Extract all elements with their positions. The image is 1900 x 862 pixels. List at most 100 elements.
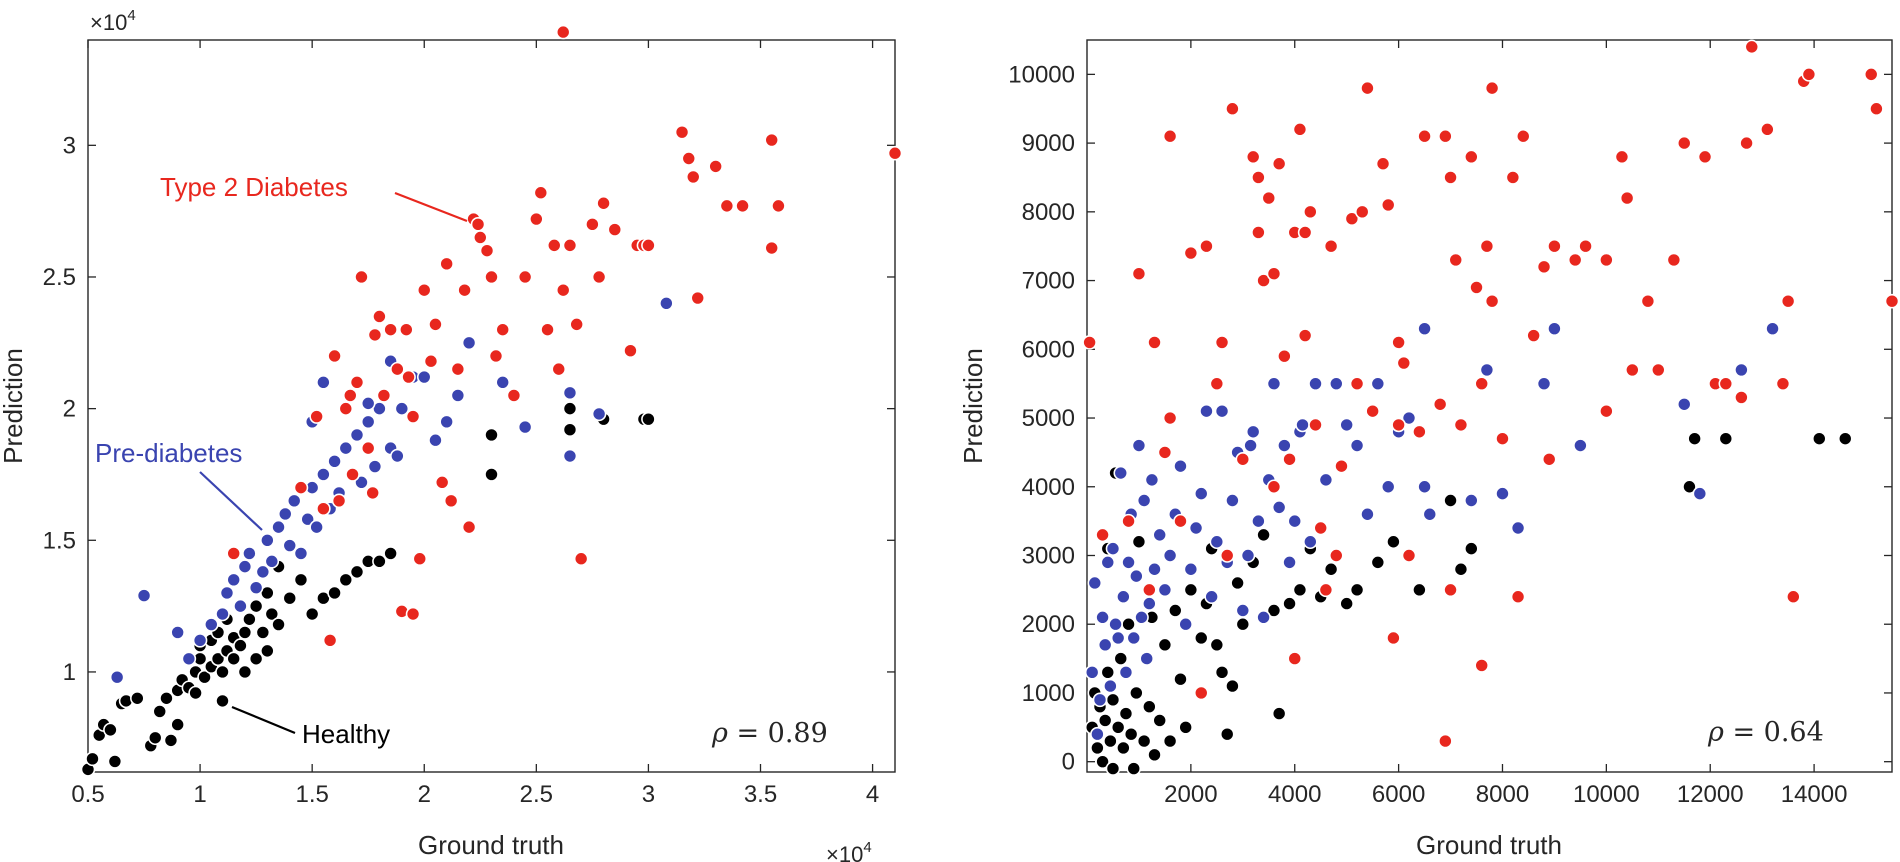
right-point-type-2-diabetes (1744, 39, 1760, 55)
right-point-pre-diabetes (1235, 603, 1251, 618)
right-point-healthy (1837, 431, 1853, 446)
right-point-pre-diabetes (1110, 630, 1126, 646)
right-point-type-2-diabetes (1599, 403, 1614, 419)
right-point-pre-diabetes (1225, 493, 1240, 508)
left-point-healthy (264, 606, 280, 622)
right-point-pre-diabetes (1113, 465, 1129, 481)
right-point-healthy (1219, 726, 1235, 742)
left-point-type-2-diabetes (322, 633, 338, 648)
left-point-type-2-diabetes (338, 401, 354, 416)
right-point-type-2-diabetes (1676, 135, 1692, 151)
right-point-pre-diabetes (1692, 486, 1708, 501)
annotation-type2-diabetes: Type 2 Diabetes (160, 172, 348, 202)
right-point-type-2-diabetes (1214, 335, 1230, 350)
left-point-type-2-diabetes (309, 409, 324, 424)
right-point-healthy (1123, 726, 1139, 742)
right-point-type-2-diabetes (1510, 589, 1526, 605)
right-point-type-2-diabetes (1334, 458, 1349, 474)
left-point-healthy (130, 690, 145, 706)
right-point-type-2-diabetes (1453, 417, 1469, 433)
left-point-pre-diabetes (260, 532, 275, 548)
right-point-type-2-diabetes (1162, 128, 1178, 144)
right-point-type-2-diabetes (1495, 431, 1510, 446)
right-point-type-2-diabetes (1443, 582, 1458, 598)
right-point-healthy (1386, 534, 1401, 550)
right-point-type-2-diabetes (1505, 170, 1521, 185)
right-point-healthy (1147, 747, 1162, 763)
left-point-type-2-diabetes (376, 388, 392, 403)
right-point-type-2-diabetes (1303, 204, 1318, 220)
left-point-pre-diabetes (248, 580, 264, 595)
right-point-healthy (1230, 575, 1245, 591)
left-point-type-2-diabetes (887, 145, 903, 161)
right-point-type-2-diabetes (1173, 513, 1188, 529)
right-point-type-2-diabetes (1121, 513, 1136, 529)
right-point-pre-diabetes (1129, 568, 1144, 584)
right-x-tick-label: 2000 (1164, 781, 1217, 808)
left-point-type-2-diabetes (562, 238, 578, 253)
annotation-healthy: Healthy (302, 719, 390, 749)
left-point-type-2-diabetes (533, 185, 549, 201)
left-point-type-2-diabetes (546, 238, 562, 253)
left-point-type-2-diabetes (771, 198, 786, 214)
right-point-pre-diabetes (1417, 479, 1432, 495)
right-point-pre-diabetes (1240, 548, 1256, 563)
left-point-type-2-diabetes (764, 132, 780, 148)
right-point-type-2-diabetes (1884, 293, 1900, 309)
right-point-pre-diabetes (1126, 630, 1142, 646)
left-point-pre-diabetes (562, 448, 578, 464)
left-point-type-2-diabetes (365, 485, 380, 501)
left-x-multiplier: ×104 (826, 839, 872, 862)
right-point-type-2-diabetes (1082, 335, 1097, 350)
right-point-type-2-diabetes (1536, 259, 1552, 275)
right-point-pre-diabetes (1277, 438, 1292, 453)
left-point-pre-diabetes (277, 506, 293, 522)
right-y-tick-label: 5000 (1022, 405, 1075, 432)
left-point-type-2-diabetes (551, 361, 567, 377)
left-point-healthy (85, 751, 100, 767)
right-point-pre-diabetes (1245, 424, 1261, 440)
right-point-type-2-diabetes (1386, 630, 1401, 646)
right-point-type-2-diabetes (1640, 293, 1656, 309)
left-point-healthy (383, 546, 398, 561)
right-x-axis-label: Ground truth (1416, 830, 1562, 860)
right-point-pre-diabetes (1100, 555, 1116, 570)
right-point-pre-diabetes (1318, 472, 1334, 488)
left-point-pre-diabetes (390, 448, 405, 464)
right-y-tick-label: 3000 (1022, 542, 1075, 569)
right-y-tick-label: 6000 (1022, 336, 1075, 363)
right-point-type-2-diabetes (1448, 252, 1464, 268)
right-point-healthy (1105, 692, 1121, 708)
right-point-pre-diabetes (1380, 479, 1396, 495)
left-point-pre-diabetes (242, 546, 257, 561)
right-point-healthy (1453, 561, 1469, 577)
left-y-tick-label: 3 (63, 132, 76, 159)
right-point-pre-diabetes (1199, 403, 1214, 419)
right-point-type-2-diabetes (1567, 252, 1583, 268)
left-point-healthy (248, 651, 264, 667)
right-y-tick-label: 9000 (1022, 130, 1075, 157)
right-point-pre-diabetes (1084, 665, 1100, 680)
right-point-healthy (1323, 561, 1339, 577)
right-y-tick-label: 1000 (1022, 680, 1075, 707)
right-point-pre-diabetes (1479, 362, 1495, 378)
left-point-pre-diabetes (271, 519, 286, 535)
right-point-healthy (1214, 665, 1230, 680)
right-point-pre-diabetes (1734, 362, 1749, 378)
right-point-type-2-diabetes (1474, 376, 1490, 391)
left-point-pre-diabetes (461, 335, 477, 351)
left-point-healthy (170, 717, 185, 732)
left-point-type-2-diabetes (708, 159, 723, 174)
left-point-pre-diabetes (316, 467, 331, 482)
right-point-pre-diabetes (1178, 616, 1193, 632)
right-point-pre-diabetes (1495, 486, 1510, 501)
right-point-pre-diabetes (1308, 376, 1323, 391)
scatter-panel-right: 2000 4000 6000 8000 10000 12000 14000 0 1000 200… (958, 39, 1900, 860)
right-point-pre-diabetes (1204, 589, 1219, 605)
left-point-pre-diabetes (300, 511, 315, 527)
left-y-axis-label: Prediction (0, 348, 28, 464)
annotation-pre-diabetes: Pre-diabetes (95, 438, 242, 468)
right-point-type-2-diabetes (1251, 170, 1266, 185)
left-point-pre-diabetes (309, 519, 324, 535)
right-point-type-2-diabetes (1277, 348, 1292, 364)
